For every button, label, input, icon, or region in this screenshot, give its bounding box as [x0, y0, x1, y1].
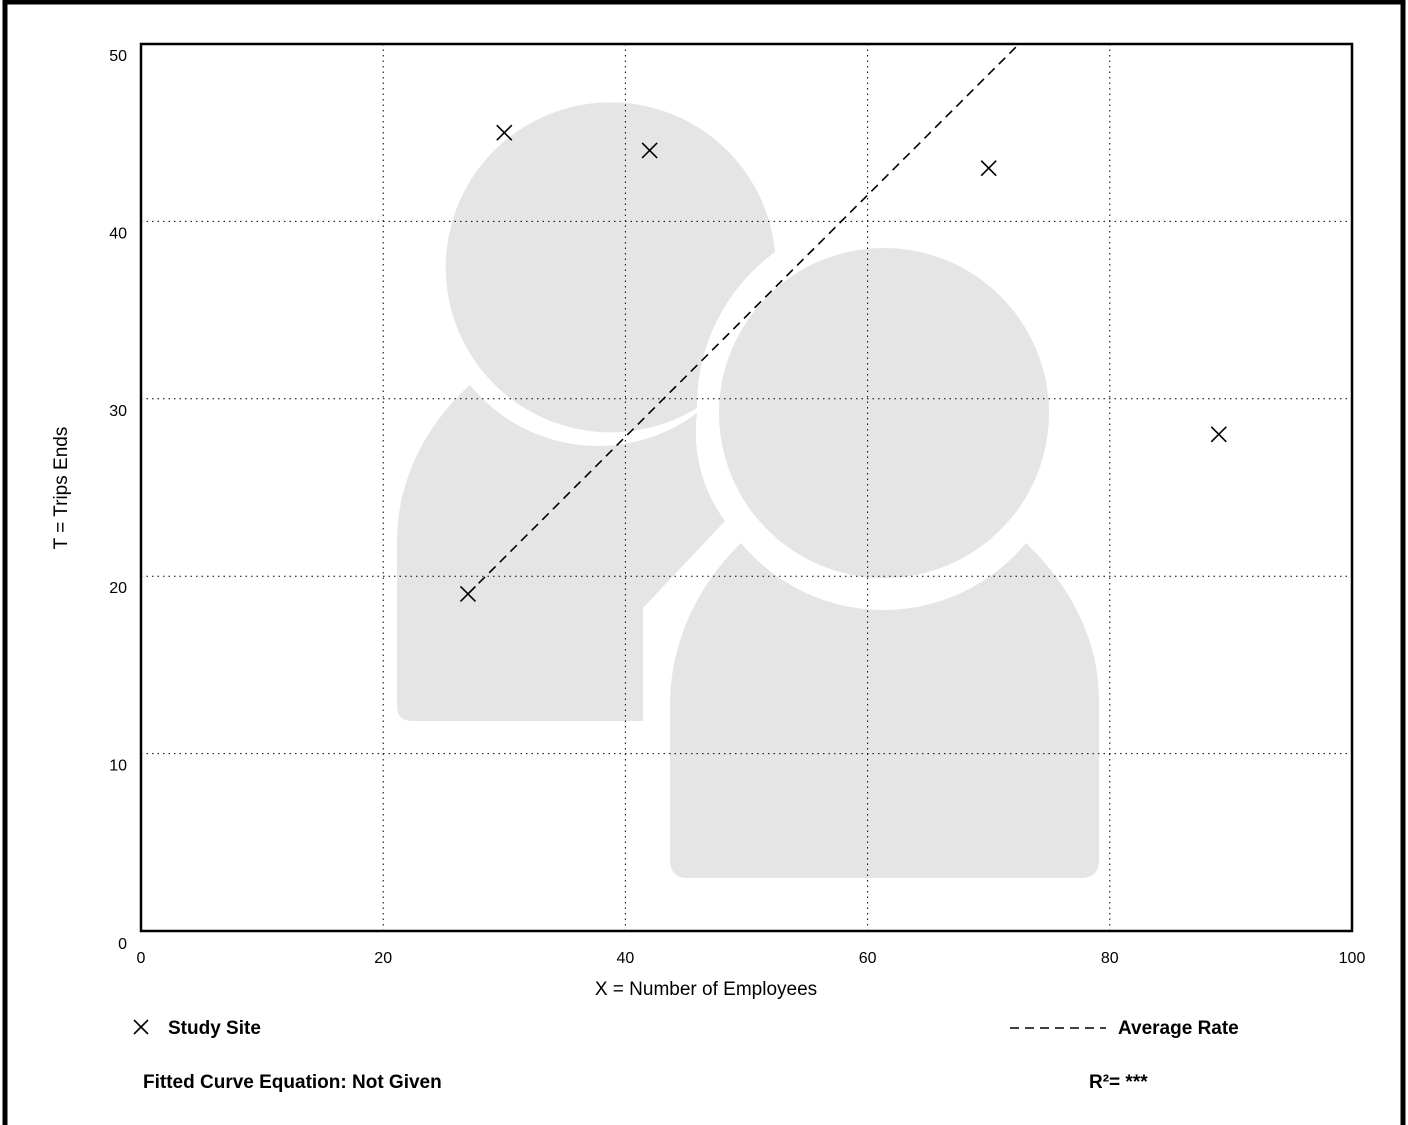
- legend: Study Site Average Rate: [133, 1018, 1239, 1039]
- x-tick-label: 60: [859, 950, 877, 967]
- x-tick-label: 100: [1339, 950, 1366, 967]
- x-axis-ticks: 0 20 40 60 80 100: [137, 950, 1366, 967]
- grid-lines: [141, 44, 1352, 931]
- x-tick-label: 20: [374, 950, 392, 967]
- y-tick-label: 20: [109, 580, 127, 597]
- y-tick-label: 50: [109, 48, 127, 65]
- y-tick-label: 10: [109, 758, 127, 775]
- study-site-point: [1210, 426, 1227, 443]
- y-axis-label: T = Trips Ends: [51, 427, 72, 550]
- study-site-point: [641, 142, 658, 159]
- legend-average-rate-label: Average Rate: [1118, 1018, 1239, 1039]
- y-axis-ticks: 0 10 20 30 40 50: [109, 48, 127, 953]
- study-site-series: [459, 124, 1227, 603]
- people-watermark-icon: [397, 102, 1099, 878]
- y-tick-label: 30: [109, 403, 127, 420]
- plot-area-border: [139, 42, 1354, 933]
- legend-study-site-label: Study Site: [168, 1018, 261, 1039]
- y-tick-label: 0: [118, 936, 127, 953]
- x-tick-label: 0: [137, 950, 146, 967]
- x-tick-label: 40: [617, 950, 635, 967]
- study-site-point: [980, 160, 997, 177]
- r-squared-value: R²= ***: [1089, 1072, 1148, 1093]
- average-rate-line: [467, 43, 1020, 595]
- y-tick-label: 40: [109, 225, 127, 242]
- legend-study-site-marker-icon: [133, 1019, 149, 1035]
- x-axis-label: X = Number of Employees: [595, 979, 817, 1000]
- x-tick-label: 80: [1101, 950, 1119, 967]
- study-site-point: [459, 585, 477, 603]
- study-site-point: [496, 124, 513, 141]
- average-rate-series: [467, 43, 1020, 595]
- fitted-curve-equation: Fitted Curve Equation: Not Given: [143, 1072, 442, 1093]
